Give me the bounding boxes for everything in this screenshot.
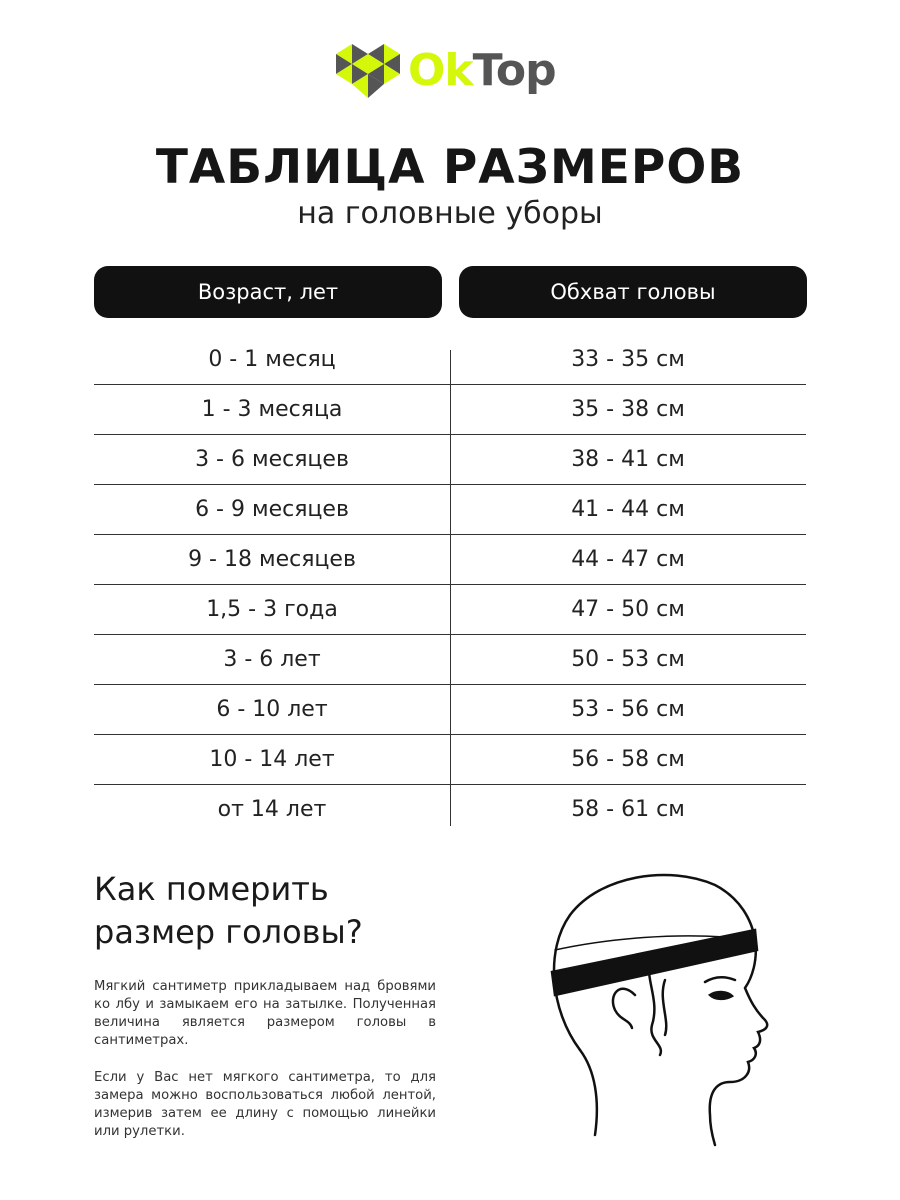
howto-paragraph-1: Мягкий сантиметр прикладываем над бровям… — [94, 979, 436, 1048]
howto-paragraph-2: Если у Вас нет мягкого сантиметра, то дл… — [94, 1070, 436, 1139]
age-cell: 10 - 14 лет — [209, 747, 335, 772]
column-header-head-circumference: Обхват головы — [459, 266, 807, 318]
howto-heading: Как померить размер головы? — [94, 868, 363, 954]
column-divider — [450, 350, 451, 826]
table-row: 1 - 3 месяца 35 - 38 см — [94, 385, 806, 435]
circumference-cell: 33 - 35 см — [571, 347, 685, 372]
head-measurement-illustration — [550, 873, 769, 1147]
age-cell: 6 - 9 месяцев — [195, 497, 349, 522]
logo-text: OkTop — [408, 45, 557, 96]
page-subtitle: на головные уборы — [297, 196, 603, 231]
age-cell: 3 - 6 месяцев — [195, 447, 349, 472]
age-cell: 1,5 - 3 года — [206, 597, 338, 622]
size-table: 0 - 1 месяц 33 - 35 см 1 - 3 месяца 35 - 38… — [94, 335, 806, 834]
circumference-cell: 35 - 38 см — [571, 397, 685, 422]
howto-heading-line1: Как померить — [94, 870, 329, 908]
circumference-cell: 50 - 53 см — [571, 647, 685, 672]
circumference-cell: 47 - 50 см — [571, 597, 685, 622]
circumference-cell: 53 - 56 см — [571, 697, 685, 722]
logo: OkTop — [336, 44, 557, 98]
age-cell: 6 - 10 лет — [216, 697, 328, 722]
column-header-age: Возраст, лет — [94, 266, 442, 318]
circumference-cell: 58 - 61 см — [571, 797, 685, 822]
circumference-cell: 38 - 41 см — [571, 447, 685, 472]
heart-logo-icon — [336, 44, 400, 98]
age-cell: 3 - 6 лет — [223, 647, 321, 672]
age-cell: 9 - 18 месяцев — [188, 547, 356, 572]
circumference-cell: 41 - 44 см — [571, 497, 685, 522]
age-cell: от 14 лет — [217, 797, 327, 822]
age-cell: 0 - 1 месяц — [208, 347, 336, 372]
age-cell: 1 - 3 месяца — [201, 397, 343, 422]
table-row: от 14 лет 58 - 61 см — [94, 785, 806, 834]
circumference-cell: 44 - 47 см — [571, 547, 685, 572]
howto-heading-line2: размер головы? — [94, 913, 363, 951]
page-title: ТАБЛИЦА РАЗМЕРОВ — [155, 140, 745, 195]
table-row: 6 - 10 лет 53 - 56 см — [94, 685, 806, 735]
circumference-cell: 56 - 58 см — [571, 747, 685, 772]
